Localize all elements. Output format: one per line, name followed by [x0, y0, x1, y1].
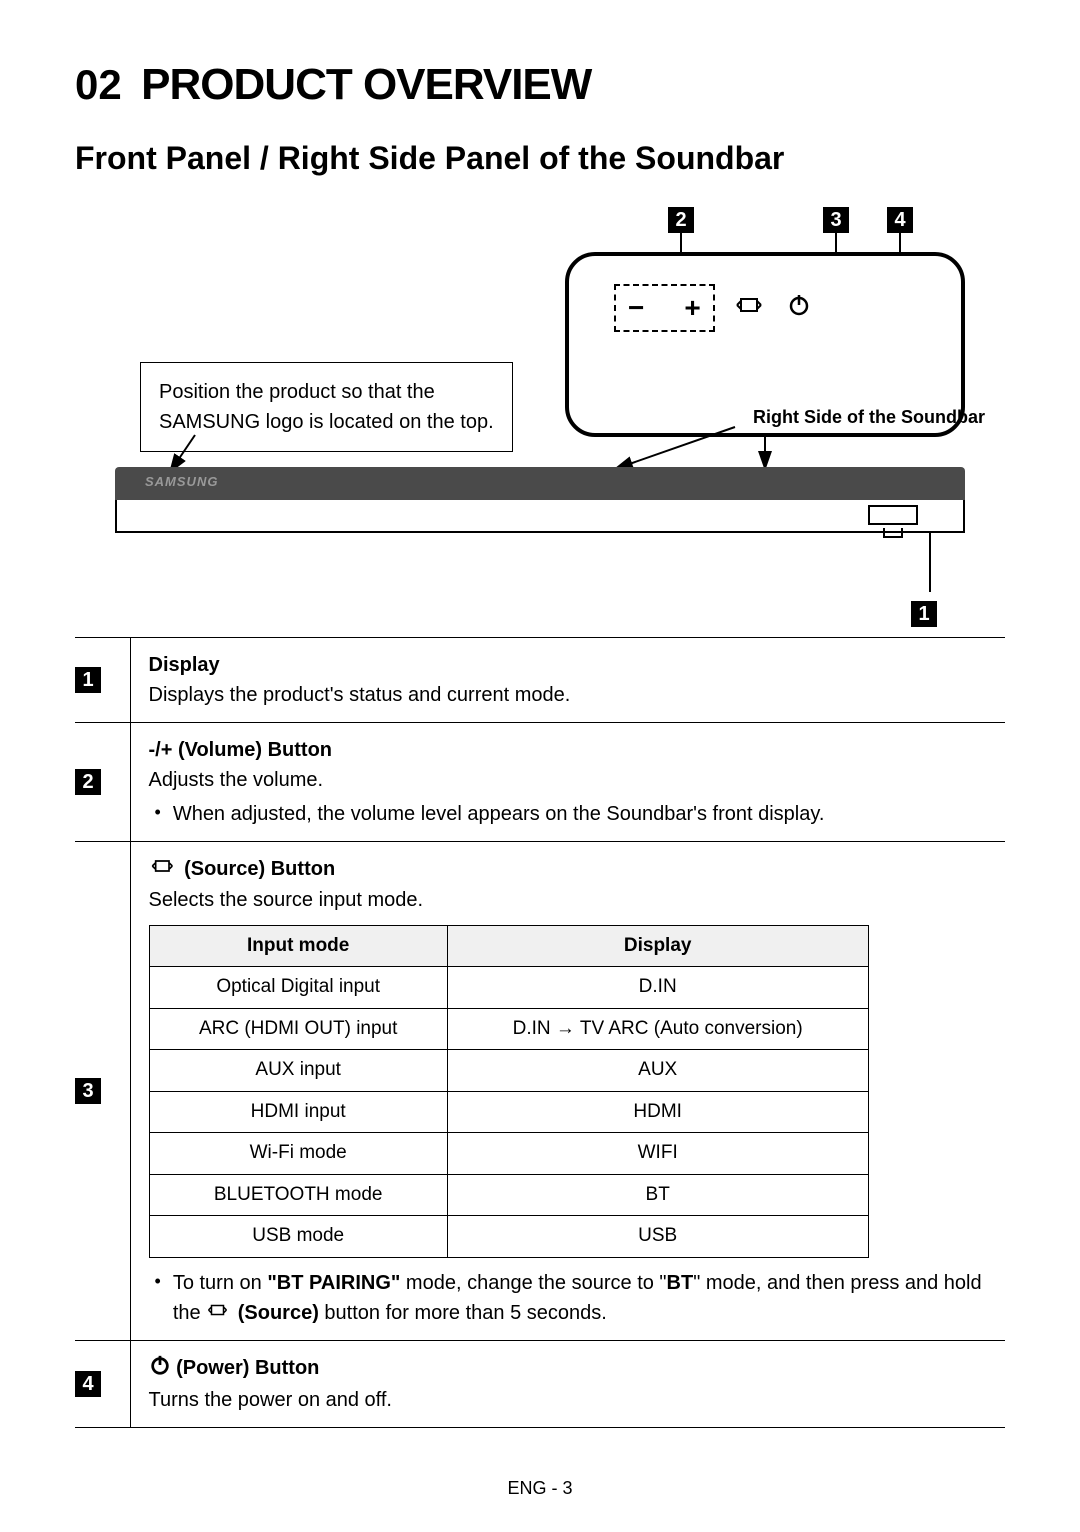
feature-4-title: (Power) Button: [176, 1357, 319, 1379]
input-row-3: HDMI inputHDMI: [149, 1091, 868, 1133]
volume-buttons: − +: [614, 284, 715, 332]
chapter-number: 02: [75, 61, 122, 109]
note-pre: To turn on: [173, 1272, 268, 1294]
feature-3-desc: Selects the source input mode.: [149, 885, 988, 915]
soundbar-bottom: [115, 500, 965, 533]
soundbar-top: SAMSUNG: [115, 467, 965, 500]
feature-3-num: 3: [75, 1078, 101, 1104]
feature-3-title-line: (Source) Button: [149, 854, 988, 885]
cell: WIFI: [447, 1133, 868, 1175]
position-callout-box: Position the product so that the SAMSUNG…: [140, 362, 513, 452]
callout-line1: Position the product so that the: [159, 377, 494, 407]
input-row-0: Optical Digital inputD.IN: [149, 967, 868, 1009]
samsung-logo: SAMSUNG: [145, 474, 218, 489]
right-side-label: Right Side of the Soundbar: [753, 407, 985, 428]
section-title: Front Panel / Right Side Panel of the So…: [75, 140, 1005, 177]
note-m1: mode, change the source to ": [400, 1272, 666, 1294]
feature-4-title-line: (Power) Button: [149, 1353, 988, 1384]
note-b3: (Source): [238, 1302, 319, 1324]
input-row-2: AUX inputAUX: [149, 1050, 868, 1092]
th-display: Display: [447, 925, 868, 967]
feature-2-bullet-text: When adjusted, the volume level appears …: [173, 799, 825, 829]
feature-1-desc: Displays the product's status and curren…: [149, 680, 988, 710]
input-row-1: ARC (HDMI OUT) inputD.IN → TV ARC (Auto …: [149, 1008, 868, 1050]
th-input-mode: Input mode: [149, 925, 447, 967]
input-row-5: BLUETOOTH modeBT: [149, 1174, 868, 1216]
cell: HDMI: [447, 1091, 868, 1133]
bullet-dot: •: [155, 799, 161, 826]
cell: Optical Digital input: [149, 967, 447, 1009]
source-icon-inline-2: [206, 1298, 232, 1328]
chapter-title: PRODUCT OVERVIEW: [141, 60, 591, 110]
callout-2-label: 2: [668, 207, 694, 233]
input-row-4: Wi-Fi modeWIFI: [149, 1133, 868, 1175]
callout-3-label: 3: [823, 207, 849, 233]
feature-3-title: (Source) Button: [184, 858, 335, 880]
note-b1: "BT PAIRING": [267, 1272, 400, 1294]
feature-table: 1 Display Displays the product's status …: [75, 637, 1005, 1428]
feature-2-desc: Adjusts the volume.: [149, 765, 988, 795]
page-footer: ENG - 3: [75, 1478, 1005, 1499]
cell: HDMI input: [149, 1091, 447, 1133]
panel-controls: − +: [614, 284, 811, 332]
feature-4-num: 4: [75, 1371, 101, 1397]
diagram-container: 2 3 4 − + Right Side of the Soundbar Pos…: [75, 197, 1005, 627]
cell: D.IN: [447, 967, 868, 1009]
feature-3-note-text: To turn on "BT PAIRING" mode, change the…: [173, 1268, 987, 1329]
cell: BT: [447, 1174, 868, 1216]
source-icon: [735, 293, 767, 324]
cell: USB: [447, 1216, 868, 1258]
feature-1-num: 1: [75, 667, 101, 693]
source-icon-inline: [149, 855, 179, 885]
feature-row-2: 2 -/+ (Volume) Button Adjusts the volume…: [75, 723, 1005, 842]
note-end: button for more than 5 seconds.: [319, 1302, 607, 1324]
volume-minus: −: [628, 292, 644, 324]
cell: AUX input: [149, 1050, 447, 1092]
bullet-dot: •: [155, 1268, 161, 1295]
input-mode-table: Input mode Display Optical Digital input…: [149, 925, 869, 1258]
feature-2-num: 2: [75, 769, 101, 795]
feature-4-desc: Turns the power on and off.: [149, 1385, 988, 1415]
cell: ARC (HDMI OUT) input: [149, 1008, 447, 1050]
volume-plus: +: [684, 292, 700, 324]
callout-line2: SAMSUNG logo is located on the top.: [159, 407, 494, 437]
note-b2: BT: [667, 1272, 694, 1294]
feature-row-1: 1 Display Displays the product's status …: [75, 638, 1005, 723]
feature-1-title: Display: [149, 650, 988, 680]
soundbar-body: SAMSUNG: [115, 467, 965, 517]
cell: D.IN → TV ARC (Auto conversion): [447, 1008, 868, 1050]
input-table-header: Input mode Display: [149, 925, 868, 967]
power-icon-inline: [149, 1354, 171, 1385]
feature-2-title: -/+ (Volume) Button: [149, 735, 988, 765]
power-icon: [787, 293, 811, 324]
display-window: [868, 505, 918, 525]
cell: Wi-Fi mode: [149, 1133, 447, 1175]
feature-3-note: • To turn on "BT PAIRING" mode, change t…: [149, 1268, 988, 1329]
feature-2-bullet: • When adjusted, the volume level appear…: [149, 799, 988, 829]
cell: BLUETOOTH mode: [149, 1174, 447, 1216]
input-row-6: USB modeUSB: [149, 1216, 868, 1258]
callout-1-line: [910, 532, 950, 602]
callout-4-label: 4: [887, 207, 913, 233]
cell: USB mode: [149, 1216, 447, 1258]
cell: AUX: [447, 1050, 868, 1092]
chapter-header: 02 PRODUCT OVERVIEW: [75, 60, 1005, 110]
feature-row-3: 3 (Source) Button Selects the source inp…: [75, 842, 1005, 1341]
callout-1-label: 1: [911, 601, 937, 627]
display-connector: [883, 528, 903, 538]
feature-row-4: 4 (Power) Button Turns the power on and …: [75, 1341, 1005, 1427]
